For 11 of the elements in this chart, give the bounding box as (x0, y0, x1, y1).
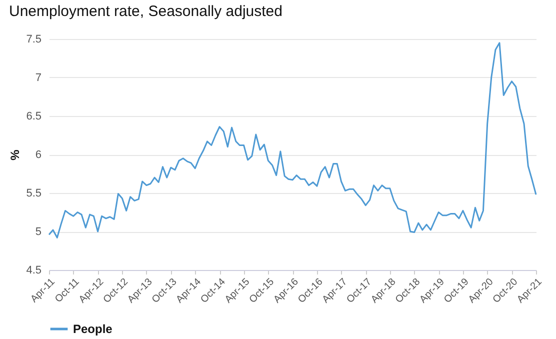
legend-label: People (73, 322, 113, 336)
line-series (48, 42, 537, 238)
y-tick-label: 4.5 (26, 264, 42, 276)
y-tick-label: 7.5 (26, 34, 42, 46)
y-tick-label: 7 (35, 72, 42, 84)
y-axis-title: % (8, 149, 22, 160)
y-tick-label: 5.5 (26, 188, 42, 200)
chart-title: Unemployment rate, Seasonally adjusted (9, 3, 282, 20)
y-tick-label: 6.5 (26, 110, 42, 122)
y-tick-label: 6 (35, 149, 42, 161)
y-tick-label: 5 (35, 226, 42, 238)
